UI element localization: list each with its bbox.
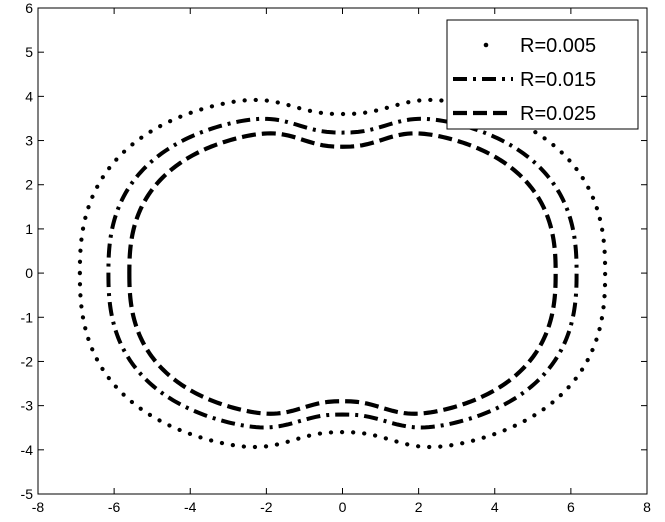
y-tick-label: -5	[21, 486, 34, 502]
y-tick-label: -2	[21, 353, 34, 369]
legend: R=0.005 R=0.015 R=0.025	[446, 19, 639, 130]
y-tick-label: 3	[25, 133, 33, 149]
legend-label: R=0.025	[520, 103, 596, 125]
x-tick-label: -2	[260, 499, 273, 515]
y-tick-label: -1	[21, 309, 34, 325]
x-tick-label: -4	[184, 499, 197, 515]
y-tick-label: -3	[21, 398, 34, 414]
legend-box	[446, 19, 639, 130]
legend-swatch-R=0.005	[483, 42, 489, 48]
x-tick-label: 2	[415, 499, 423, 515]
x-tick-label: 8	[643, 499, 651, 515]
y-tick-label: -4	[21, 442, 34, 458]
x-tick-label: -6	[108, 499, 121, 515]
legend-label: R=0.015	[520, 69, 596, 91]
x-tick-label: 4	[491, 499, 499, 515]
x-tick-label: 0	[339, 499, 347, 515]
x-tick-label: 6	[567, 499, 575, 515]
legend-label: R=0.005	[520, 35, 596, 57]
y-tick-label: 4	[25, 88, 33, 104]
series-line-R=0.025	[127, 131, 558, 416]
y-tick-label: 6	[25, 0, 33, 16]
x-tick-labels: -8 -6 -4 -2 0 2 4 6 8	[32, 499, 651, 515]
series-line-R=0.015	[106, 116, 579, 430]
x-tick-label: -8	[32, 499, 45, 515]
y-tick-label: 2	[25, 177, 33, 193]
y-tick-label: 1	[25, 221, 33, 237]
series-line-R=0.005	[77, 97, 608, 450]
y-tick-label: 5	[25, 44, 33, 60]
y-tick-label: 0	[25, 265, 33, 281]
curves-layer	[77, 97, 608, 450]
plot-frame	[37, 7, 648, 495]
y-tick-labels: -5 -4 -3 -2 -1 0 1 2 3 4 5 6	[21, 0, 34, 502]
